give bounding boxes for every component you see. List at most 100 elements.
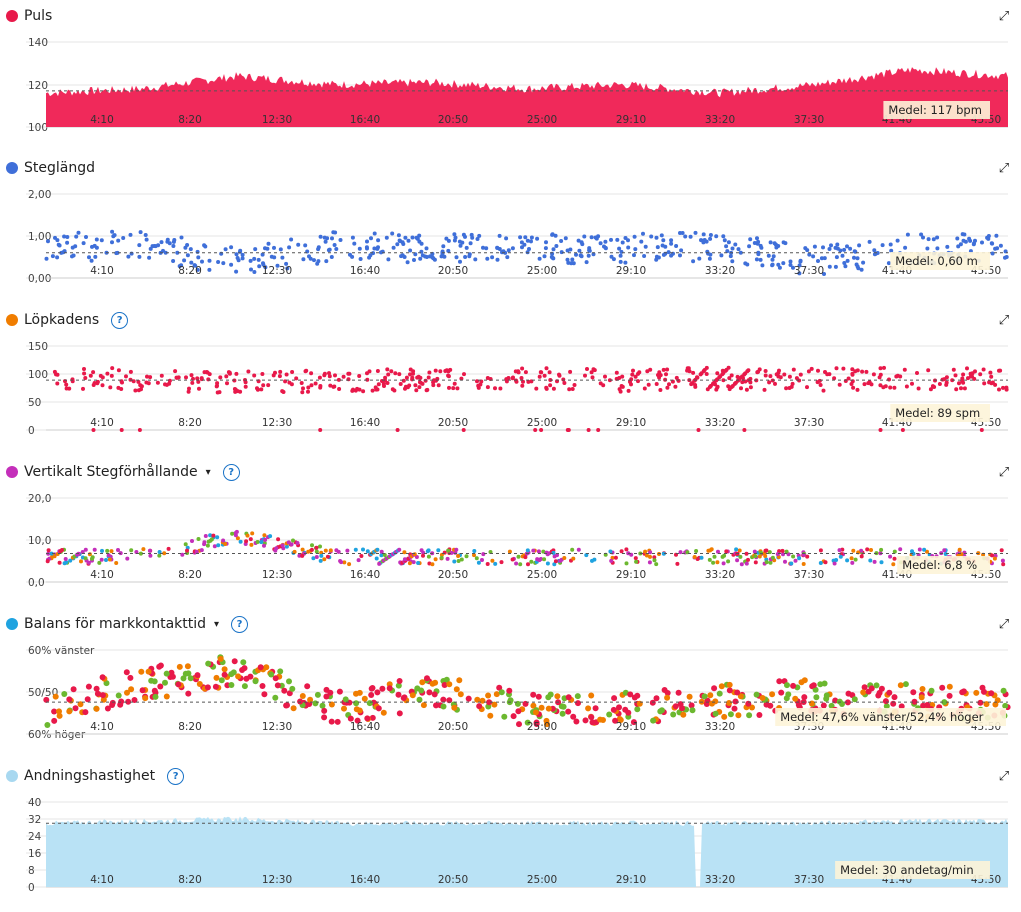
expand-icon[interactable]: ⤢	[998, 769, 1010, 784]
x-tick-label: 16:40	[350, 265, 380, 277]
chart-steg: 2,00 1,00 0,00 4:10 8:20 12:30 16:40 20:50 25:00…	[26, 189, 1009, 285]
data-point	[228, 671, 235, 678]
data-point	[127, 674, 134, 681]
data-point	[734, 552, 739, 556]
data-point	[696, 428, 701, 432]
data-point	[433, 702, 439, 709]
data-point	[318, 428, 323, 432]
x-tick-label: 29:10	[616, 114, 646, 126]
data-point	[797, 556, 802, 561]
x-tick-label: 20:50	[438, 569, 468, 581]
data-point	[162, 679, 168, 686]
data-point	[109, 373, 114, 378]
data-point	[92, 547, 97, 552]
data-point	[910, 381, 914, 386]
data-point	[228, 682, 235, 688]
expand-icon[interactable]: ⤢	[998, 161, 1010, 176]
data-point	[749, 704, 755, 711]
data-point	[618, 259, 623, 264]
data-point	[354, 717, 361, 724]
x-tick-label: 37:30	[794, 265, 824, 277]
data-point	[784, 386, 789, 391]
data-point	[752, 549, 757, 554]
data-point	[208, 533, 213, 538]
data-point	[322, 371, 327, 376]
data-point	[88, 373, 93, 378]
data-point	[446, 248, 451, 253]
data-point	[763, 369, 768, 373]
help-icon[interactable]: ?	[167, 767, 185, 785]
data-point	[861, 684, 868, 691]
data-point	[990, 380, 995, 385]
help-icon[interactable]: ?	[231, 615, 249, 633]
data-point	[941, 699, 948, 706]
data-point	[746, 712, 753, 719]
data-point	[495, 257, 500, 262]
data-point	[553, 233, 558, 238]
data-point	[504, 377, 509, 382]
data-point	[451, 704, 458, 711]
data-point	[365, 549, 370, 554]
data-point	[654, 257, 659, 262]
data-point	[514, 561, 519, 566]
data-point	[694, 549, 699, 553]
data-point	[547, 691, 554, 698]
expand-icon[interactable]: ⤢	[998, 313, 1010, 328]
chevron-down-icon[interactable]: ▾	[214, 618, 220, 630]
data-point	[981, 367, 986, 372]
data-point	[577, 248, 582, 253]
expand-icon[interactable]: ⤢	[998, 9, 1010, 24]
data-point	[431, 256, 436, 261]
data-point	[195, 267, 200, 272]
data-point	[417, 385, 422, 390]
data-point	[428, 254, 432, 259]
data-point	[878, 685, 885, 692]
data-point	[479, 697, 486, 704]
data-point	[648, 367, 653, 372]
x-tick-label: 16:40	[350, 114, 380, 126]
data-point	[784, 549, 789, 554]
data-point	[59, 250, 64, 255]
data-point	[960, 379, 965, 384]
data-point	[76, 230, 81, 235]
data-point	[606, 711, 613, 718]
data-point	[318, 558, 323, 563]
data-point	[353, 706, 360, 713]
help-icon[interactable]: ?	[111, 311, 129, 329]
data-point	[704, 372, 709, 376]
data-point	[961, 372, 966, 377]
help-icon[interactable]: ?	[222, 463, 240, 481]
data-point	[418, 687, 425, 694]
data-point	[808, 700, 815, 707]
data-point	[129, 251, 134, 256]
data-point	[520, 366, 525, 371]
y-tick-label: 60% vänster	[28, 645, 95, 657]
data-point	[325, 554, 330, 559]
data-point	[915, 371, 919, 375]
data-point	[678, 253, 682, 258]
data-point	[586, 253, 591, 258]
data-point	[355, 386, 360, 391]
data-point	[346, 377, 351, 382]
data-point	[395, 428, 400, 432]
data-point	[491, 701, 498, 708]
data-point	[203, 534, 208, 538]
data-point	[545, 705, 552, 712]
data-point	[493, 561, 498, 566]
data-point	[496, 684, 503, 691]
data-point	[715, 560, 720, 565]
data-point	[641, 231, 645, 236]
data-point	[131, 697, 138, 703]
data-point	[447, 385, 451, 390]
data-point	[759, 695, 766, 701]
data-point	[744, 551, 749, 556]
data-point	[768, 560, 773, 565]
data-point	[523, 370, 528, 375]
data-point	[443, 676, 450, 683]
chevron-down-icon[interactable]: ▾	[205, 466, 211, 478]
data-point	[721, 561, 726, 566]
data-point	[391, 245, 396, 250]
expand-icon[interactable]: ⤢	[998, 465, 1010, 480]
expand-icon[interactable]: ⤢	[998, 617, 1010, 632]
data-point	[610, 706, 617, 713]
